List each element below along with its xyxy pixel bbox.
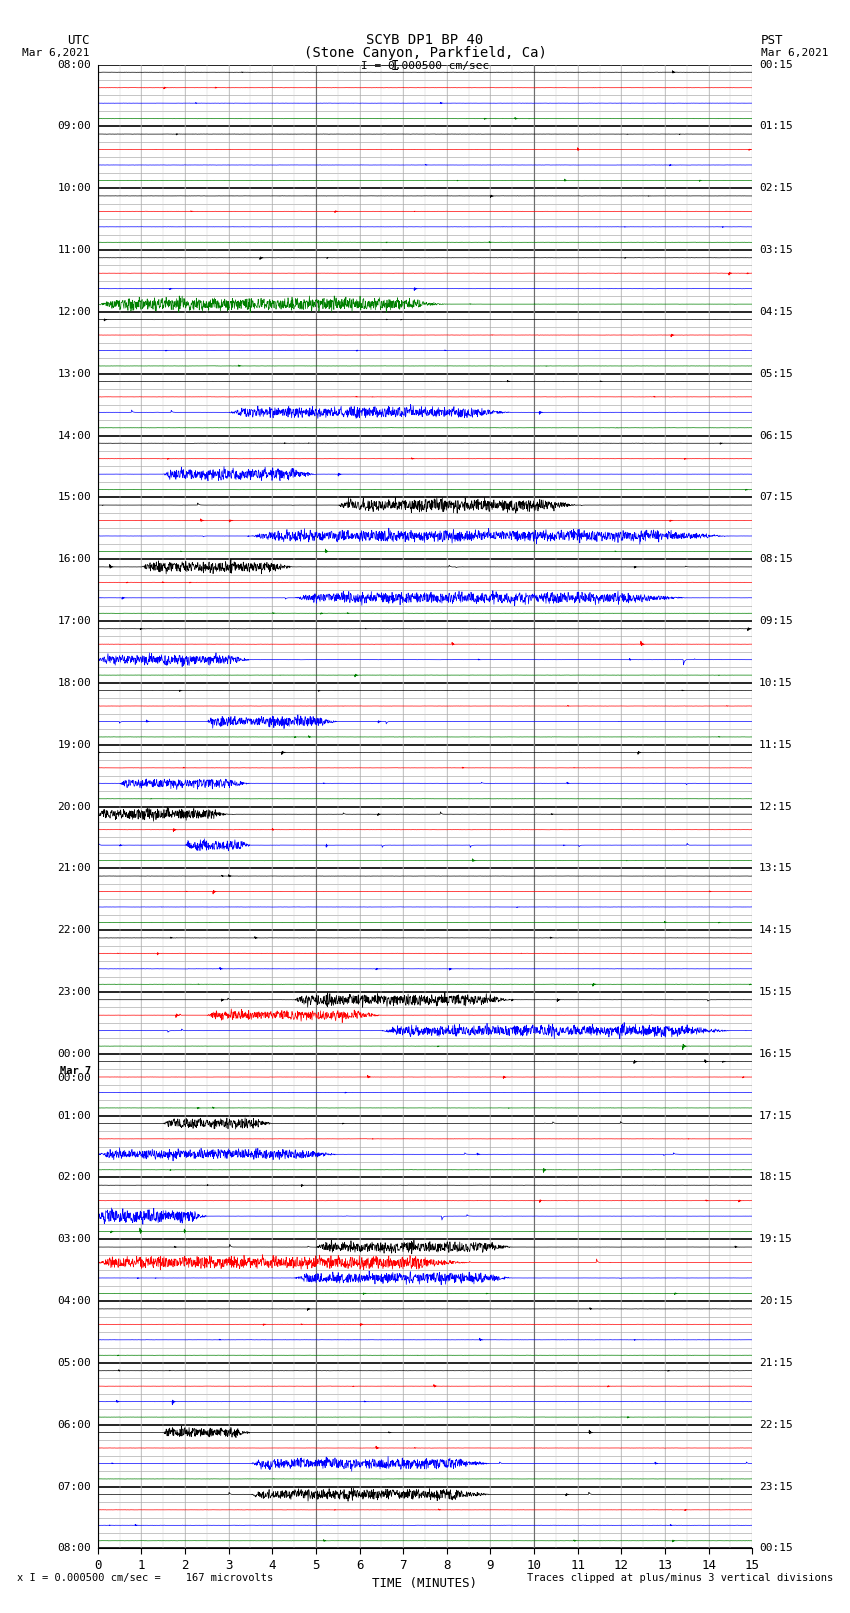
Text: 20:15: 20:15: [759, 1297, 792, 1307]
Text: 05:00: 05:00: [58, 1358, 91, 1368]
Text: Mar 6,2021: Mar 6,2021: [761, 48, 828, 58]
X-axis label: TIME (MINUTES): TIME (MINUTES): [372, 1578, 478, 1590]
Text: 00:00: 00:00: [58, 1073, 91, 1082]
Text: 22:15: 22:15: [759, 1419, 792, 1429]
Text: I: I: [391, 60, 399, 73]
Text: 10:00: 10:00: [58, 184, 91, 194]
Text: 13:15: 13:15: [759, 863, 792, 873]
Text: 02:15: 02:15: [759, 184, 792, 194]
Text: 00:15: 00:15: [759, 1544, 792, 1553]
Text: 12:00: 12:00: [58, 306, 91, 316]
Text: 21:00: 21:00: [58, 863, 91, 873]
Text: 14:00: 14:00: [58, 431, 91, 440]
Text: 06:00: 06:00: [58, 1419, 91, 1429]
Text: 08:00: 08:00: [58, 1544, 91, 1553]
Text: 05:15: 05:15: [759, 369, 792, 379]
Text: 06:15: 06:15: [759, 431, 792, 440]
Text: 16:00: 16:00: [58, 555, 91, 565]
Text: 08:15: 08:15: [759, 555, 792, 565]
Text: 07:00: 07:00: [58, 1482, 91, 1492]
Text: Traces clipped at plus/minus 3 vertical divisions: Traces clipped at plus/minus 3 vertical …: [527, 1573, 833, 1582]
Text: 22:00: 22:00: [58, 926, 91, 936]
Text: 17:00: 17:00: [58, 616, 91, 626]
Text: 19:00: 19:00: [58, 740, 91, 750]
Text: 01:00: 01:00: [58, 1111, 91, 1121]
Text: 00:15: 00:15: [759, 60, 792, 69]
Text: I = 0.000500 cm/sec: I = 0.000500 cm/sec: [361, 61, 489, 71]
Text: 00:00: 00:00: [58, 1048, 91, 1058]
Text: 14:15: 14:15: [759, 926, 792, 936]
Text: 21:15: 21:15: [759, 1358, 792, 1368]
Text: 10:15: 10:15: [759, 677, 792, 687]
Text: PST: PST: [761, 34, 783, 47]
Text: UTC: UTC: [67, 34, 89, 47]
Text: 15:00: 15:00: [58, 492, 91, 502]
Text: 04:15: 04:15: [759, 306, 792, 316]
Text: SCYB DP1 BP 40: SCYB DP1 BP 40: [366, 34, 484, 47]
Text: 16:15: 16:15: [759, 1048, 792, 1058]
Text: 15:15: 15:15: [759, 987, 792, 997]
Text: Mar 7: Mar 7: [60, 1066, 91, 1076]
Text: 02:00: 02:00: [58, 1173, 91, 1182]
Text: x I = 0.000500 cm/sec =    167 microvolts: x I = 0.000500 cm/sec = 167 microvolts: [17, 1573, 273, 1582]
Text: 11:15: 11:15: [759, 740, 792, 750]
Text: 09:15: 09:15: [759, 616, 792, 626]
Text: 04:00: 04:00: [58, 1297, 91, 1307]
Text: (Stone Canyon, Parkfield, Ca): (Stone Canyon, Parkfield, Ca): [303, 47, 547, 60]
Text: Mar 6,2021: Mar 6,2021: [22, 48, 89, 58]
Text: 18:15: 18:15: [759, 1173, 792, 1182]
Text: 23:00: 23:00: [58, 987, 91, 997]
Text: 18:00: 18:00: [58, 677, 91, 687]
Text: 09:00: 09:00: [58, 121, 91, 131]
Text: 12:15: 12:15: [759, 802, 792, 811]
Text: 03:15: 03:15: [759, 245, 792, 255]
Text: 20:00: 20:00: [58, 802, 91, 811]
Text: 07:15: 07:15: [759, 492, 792, 502]
Text: 23:15: 23:15: [759, 1482, 792, 1492]
Text: 01:15: 01:15: [759, 121, 792, 131]
Text: 03:00: 03:00: [58, 1234, 91, 1244]
Text: 11:00: 11:00: [58, 245, 91, 255]
Text: 19:15: 19:15: [759, 1234, 792, 1244]
Text: 13:00: 13:00: [58, 369, 91, 379]
Text: 17:15: 17:15: [759, 1111, 792, 1121]
Text: 08:00: 08:00: [58, 60, 91, 69]
